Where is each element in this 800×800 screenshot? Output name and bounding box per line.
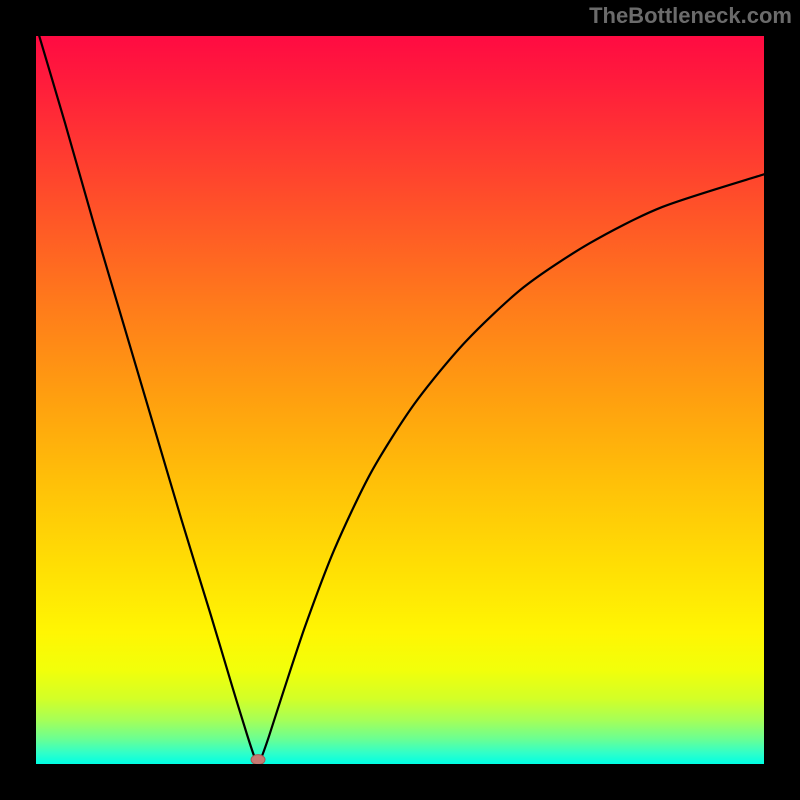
chart-container: TheBottleneck.com (0, 0, 800, 800)
bottleneck-curve (36, 36, 764, 764)
minimum-marker (251, 755, 265, 764)
watermark-text: TheBottleneck.com (589, 3, 792, 29)
plot-area (36, 36, 764, 764)
